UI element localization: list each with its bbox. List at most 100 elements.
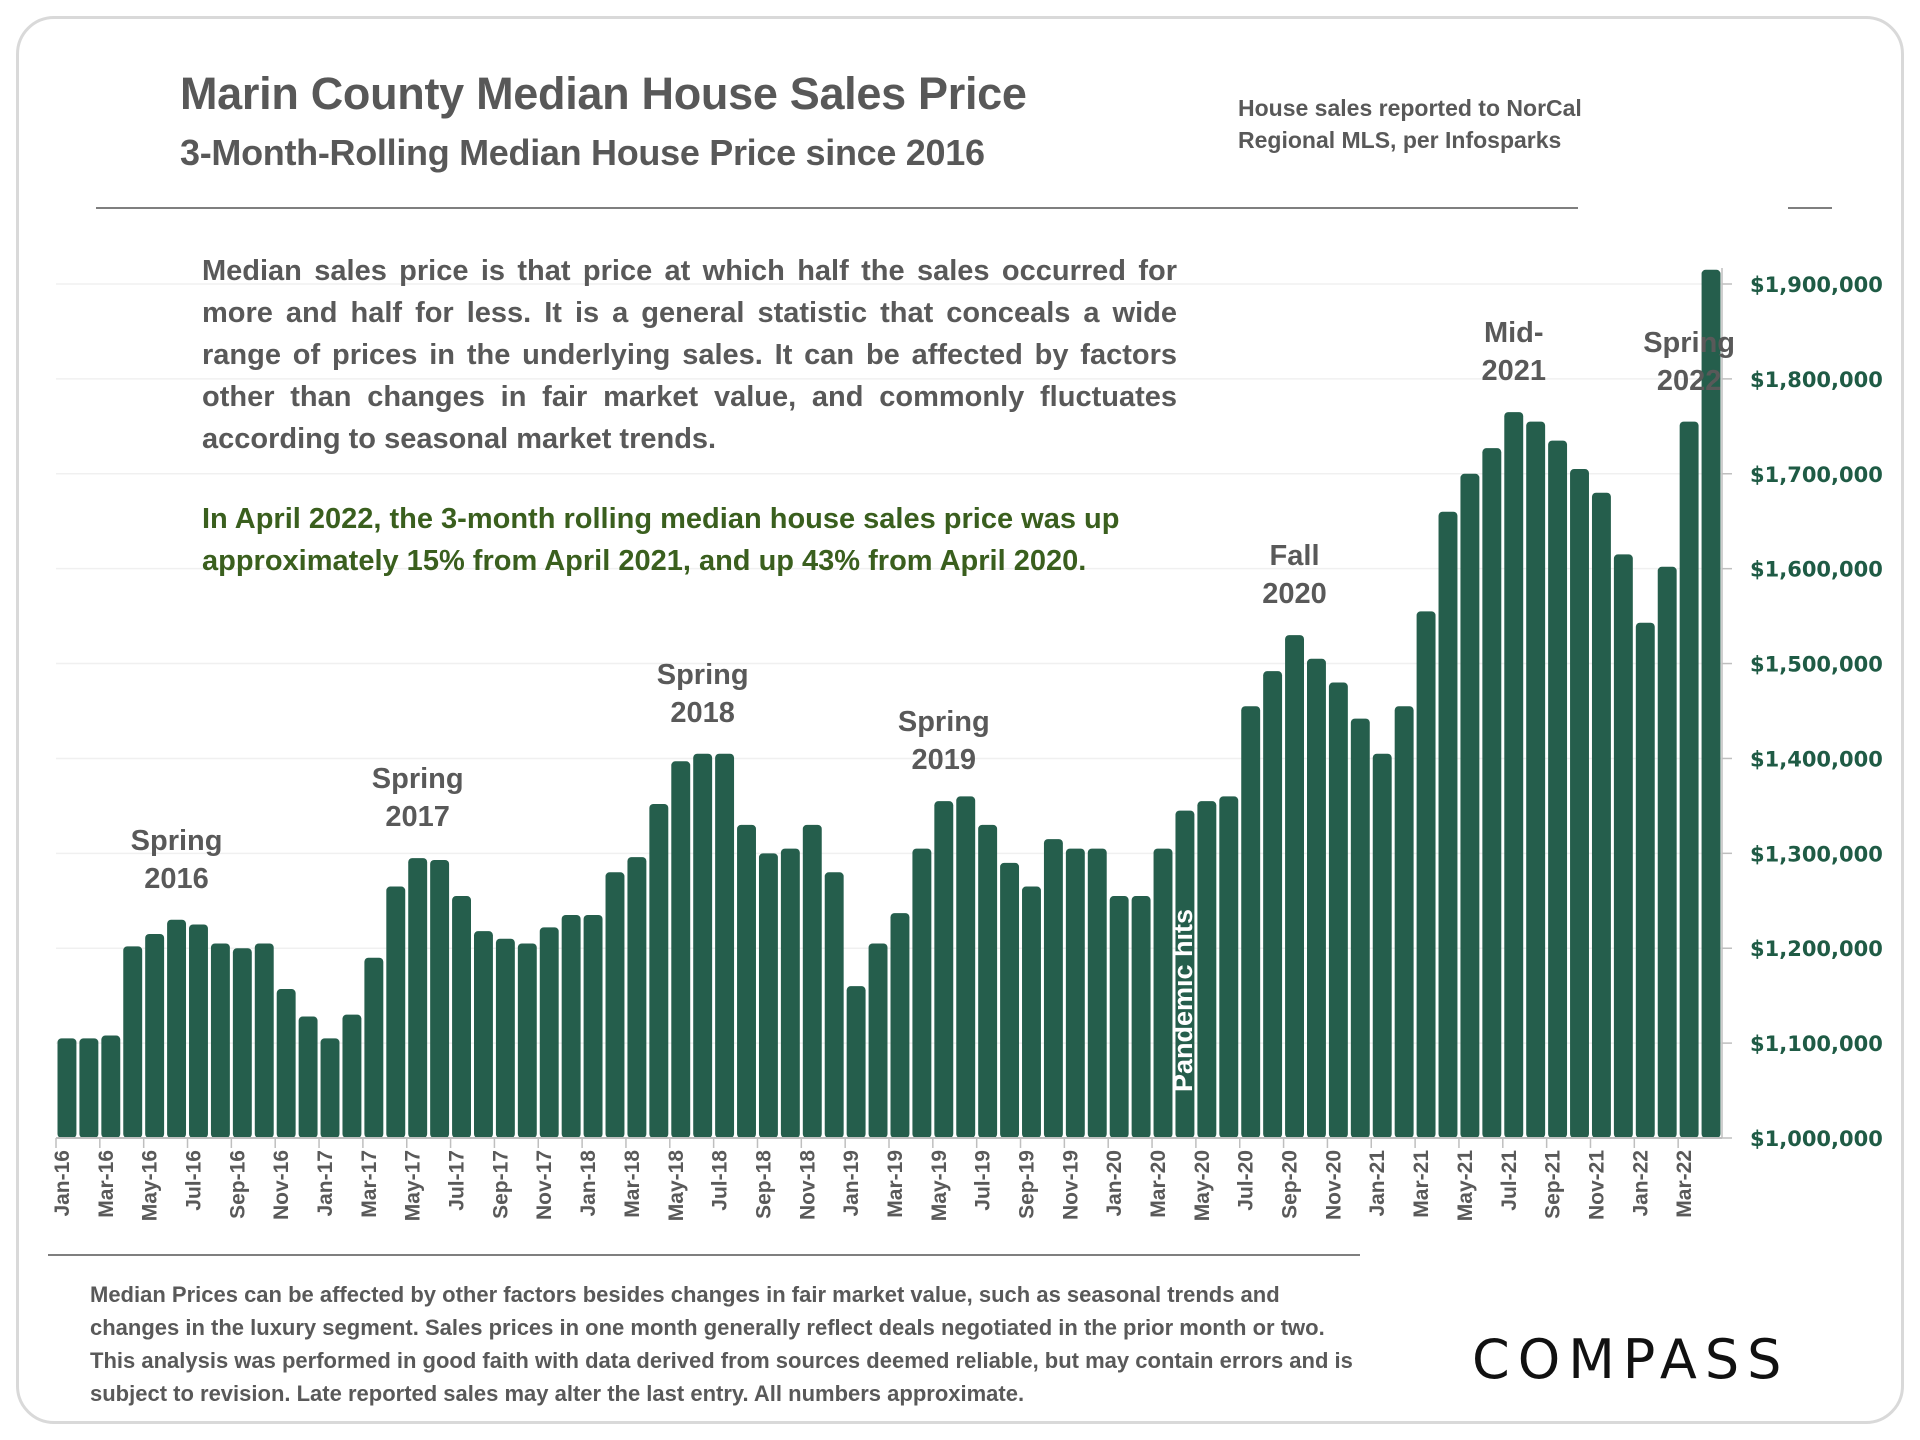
bar <box>1263 671 1283 1138</box>
y-tick-label: $1,700,000 <box>1750 463 1883 487</box>
x-tick-label: Jul-17 <box>446 1150 469 1211</box>
annotation-label: Spring 2016 <box>131 822 223 898</box>
bar <box>1241 706 1261 1138</box>
bar <box>1701 269 1721 1138</box>
description-text: Median sales price is that price at whic… <box>202 255 1177 455</box>
bar <box>1416 611 1436 1138</box>
header-divider <box>96 207 1578 209</box>
x-tick-label: Jan-19 <box>840 1150 863 1217</box>
x-tick-label: Mar-21 <box>1410 1150 1433 1218</box>
annotation-line: 2022 <box>1656 364 1722 397</box>
bar <box>1175 810 1195 1138</box>
y-tick-label: $1,400,000 <box>1750 747 1883 771</box>
x-tick-label: May-20 <box>1191 1150 1214 1221</box>
x-tick-label: Jan-16 <box>51 1150 74 1217</box>
x-tick-label: Jan-21 <box>1366 1150 1389 1217</box>
x-tick-label: Mar-17 <box>358 1150 381 1218</box>
header-divider-right <box>1788 207 1832 209</box>
chart-title: Marin County Median House Sales Price <box>180 68 1027 119</box>
bar <box>780 848 800 1138</box>
x-tick-label: Nov-20 <box>1322 1150 1345 1220</box>
chart-frame <box>16 16 1904 1424</box>
x-tick-label: Nov-21 <box>1585 1150 1608 1220</box>
bar <box>1635 622 1655 1138</box>
bar <box>890 913 910 1138</box>
source-line-2: Regional MLS, per Infosparks <box>1238 127 1562 153</box>
chart-subtitle: 3-Month-Rolling Median House Price since… <box>180 132 985 173</box>
bar <box>1000 862 1020 1138</box>
bar <box>386 886 406 1138</box>
bar <box>1570 469 1589 1138</box>
x-tick-label: Sep-18 <box>752 1150 775 1219</box>
annotation-label: Fall 2020 <box>1262 537 1327 613</box>
bar <box>1548 440 1568 1139</box>
x-tick-label: Nov-17 <box>533 1150 556 1220</box>
bar <box>276 989 296 1138</box>
annotation-line: Spring <box>1643 326 1736 359</box>
annotation-line: Spring <box>656 658 749 691</box>
x-tick-label: Sep-16 <box>226 1150 249 1219</box>
bar <box>79 1038 99 1138</box>
bar <box>912 848 932 1138</box>
compass-logo: COMPASS <box>1472 1328 1790 1391</box>
footer-divider <box>48 1254 1360 1256</box>
annotation-line: Spring <box>371 763 464 796</box>
bar <box>342 1014 362 1138</box>
bar <box>846 986 866 1138</box>
bar <box>978 824 998 1138</box>
x-tick-label: May-21 <box>1454 1150 1477 1222</box>
annotation-label: Mid- 2021 <box>1481 314 1546 390</box>
bar <box>101 1035 121 1138</box>
bar <box>1153 848 1173 1138</box>
x-tick-label: May-19 <box>928 1150 951 1221</box>
bar <box>715 753 735 1138</box>
y-tick-label: $1,900,000 <box>1750 273 1883 297</box>
bar <box>1043 839 1063 1138</box>
annotation-label: Spring 2017 <box>372 760 464 836</box>
bar <box>1460 473 1480 1138</box>
x-tick-label: Nov-18 <box>796 1150 819 1220</box>
bar <box>1526 421 1546 1139</box>
bar <box>1438 511 1458 1138</box>
x-tick-label: Sep-20 <box>1279 1150 1302 1219</box>
x-tick-label: May-18 <box>665 1150 688 1222</box>
source-line-1: House sales reported to NorCal <box>1238 95 1582 121</box>
bar <box>210 943 230 1138</box>
x-tick-label: Jan-22 <box>1629 1150 1652 1217</box>
bar <box>934 801 954 1138</box>
annotation-line: 2021 <box>1481 355 1547 388</box>
bar <box>1613 554 1633 1138</box>
bar <box>583 915 603 1138</box>
y-tick-label: $1,800,000 <box>1750 368 1883 392</box>
annotation-line: 2016 <box>144 862 209 895</box>
bar <box>1131 896 1151 1138</box>
bar <box>1109 896 1129 1138</box>
bar <box>1350 718 1370 1138</box>
bar <box>167 919 187 1138</box>
bar <box>1482 448 1502 1138</box>
bar <box>189 924 208 1138</box>
y-tick-label: $1,000,000 <box>1750 1127 1883 1151</box>
bar <box>474 931 493 1138</box>
bar <box>1022 886 1041 1138</box>
bar <box>408 858 428 1138</box>
y-tick-label: $1,300,000 <box>1750 842 1883 866</box>
bar <box>430 859 450 1138</box>
bar <box>1307 658 1326 1138</box>
bar <box>758 853 778 1138</box>
x-tick-label: Jan-18 <box>577 1150 600 1217</box>
bar <box>956 796 976 1138</box>
x-tick-label: Nov-19 <box>1059 1150 1082 1220</box>
bar <box>1087 848 1107 1138</box>
x-tick-label: Sep-19 <box>1015 1150 1038 1219</box>
bar <box>1328 682 1348 1138</box>
x-tick-label: Nov-16 <box>270 1150 293 1220</box>
footnote: Median Prices can be affected by other f… <box>90 1282 1353 1406</box>
bar <box>1197 801 1217 1138</box>
bar <box>320 1038 340 1138</box>
bar <box>57 1038 77 1138</box>
x-tick-label: Mar-20 <box>1147 1150 1170 1218</box>
x-tick-label: Sep-21 <box>1542 1150 1565 1219</box>
source-note: House sales reported to NorCal Regional … <box>1238 92 1582 156</box>
